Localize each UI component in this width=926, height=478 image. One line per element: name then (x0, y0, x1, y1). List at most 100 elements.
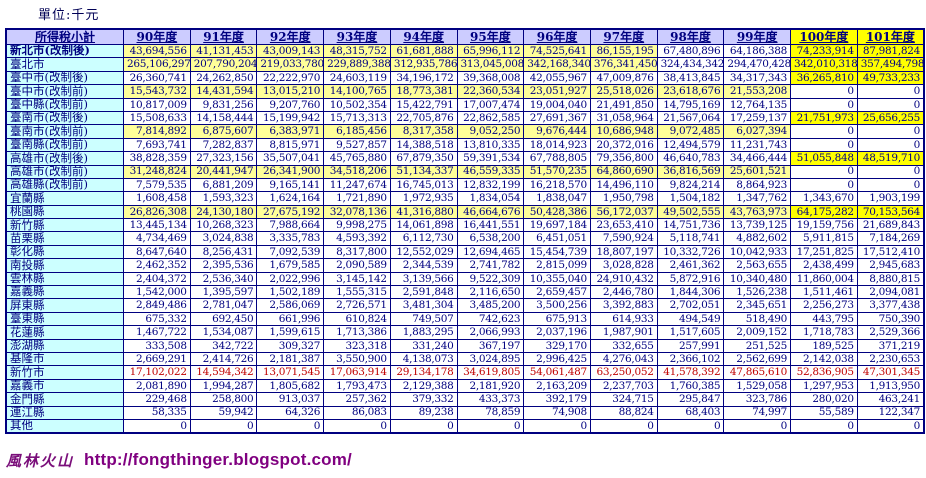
value-cell[interactable]: 2,344,539 (389, 258, 458, 273)
value-cell[interactable]: 0 (790, 124, 858, 139)
value-cell[interactable]: 0 (523, 418, 591, 434)
value-cell[interactable]: 742,623 (456, 311, 525, 327)
value-cell[interactable]: 2,090,589 (323, 258, 391, 273)
value-cell[interactable]: 1,599,615 (256, 325, 325, 340)
row-label[interactable]: 其他 (5, 418, 124, 434)
value-cell[interactable]: 10,042,933 (723, 244, 792, 260)
value-cell[interactable]: 1,972,935 (389, 191, 458, 206)
row-label[interactable]: 嘉義市 (5, 378, 124, 394)
value-cell[interactable]: 43,694,556 (123, 43, 191, 59)
value-cell[interactable]: 2,366,102 (656, 351, 725, 367)
value-cell[interactable]: 1,987,901 (589, 325, 658, 340)
value-cell[interactable]: 0 (589, 418, 658, 434)
value-cell[interactable]: 2,562,699 (723, 351, 792, 367)
value-cell[interactable]: 79,356,800 (589, 151, 658, 166)
value-cell[interactable]: 11,231,743 (723, 137, 792, 153)
value-cell[interactable]: 323,318 (323, 338, 391, 353)
value-cell[interactable]: 41,131,453 (189, 43, 258, 59)
value-cell[interactable]: 23,618,676 (656, 84, 725, 99)
value-cell[interactable]: 0 (790, 418, 858, 434)
value-cell[interactable]: 58,335 (123, 405, 191, 420)
value-cell[interactable]: 34,466,444 (723, 151, 792, 166)
value-cell[interactable]: 257,362 (323, 392, 391, 407)
value-cell[interactable]: 1,529,058 (723, 378, 792, 394)
value-cell[interactable]: 10,502,354 (323, 97, 391, 112)
value-cell[interactable]: 34,317,343 (723, 70, 792, 86)
value-cell[interactable]: 25,656,255 (856, 110, 925, 126)
value-cell[interactable]: 1,347,762 (723, 191, 792, 206)
value-cell[interactable]: 1,526,238 (723, 285, 792, 300)
value-cell[interactable]: 17,007,474 (456, 97, 525, 112)
value-cell[interactable]: 257,991 (656, 338, 725, 353)
value-cell[interactable]: 1,793,473 (323, 378, 391, 394)
value-cell[interactable]: 16,441,551 (456, 218, 525, 233)
value-cell[interactable]: 3,024,895 (456, 351, 525, 367)
value-cell[interactable]: 43,009,143 (256, 43, 325, 59)
row-label[interactable]: 彰化縣 (5, 244, 124, 260)
value-cell[interactable]: 20,441,947 (189, 164, 258, 179)
value-cell[interactable]: 4,276,043 (589, 351, 658, 367)
value-cell[interactable]: 433,373 (456, 392, 525, 407)
value-cell[interactable]: 2,446,780 (589, 285, 658, 300)
value-cell[interactable]: 367,197 (456, 338, 525, 353)
value-cell[interactable]: 443,795 (790, 311, 858, 327)
value-cell[interactable]: 2,142,038 (790, 351, 858, 367)
value-cell[interactable]: 7,282,837 (189, 137, 258, 153)
year-header[interactable]: 90年度 (123, 28, 191, 45)
value-cell[interactable]: 17,251,825 (790, 244, 858, 260)
value-cell[interactable]: 5,911,815 (790, 231, 858, 246)
value-cell[interactable]: 1,502,189 (256, 285, 325, 300)
value-cell[interactable]: 750,390 (856, 311, 925, 327)
value-cell[interactable]: 0 (189, 418, 258, 434)
value-cell[interactable]: 1,395,597 (189, 285, 258, 300)
value-cell[interactable]: 70,153,564 (856, 204, 925, 220)
value-cell[interactable]: 47,009,876 (589, 70, 658, 86)
value-cell[interactable]: 13,810,335 (456, 137, 525, 153)
value-cell[interactable]: 12,832,199 (456, 177, 525, 193)
value-cell[interactable]: 3,485,200 (456, 298, 525, 313)
row-label[interactable]: 宜蘭縣 (5, 191, 124, 206)
value-cell[interactable]: 36,816,569 (656, 164, 725, 179)
value-cell[interactable]: 8,647,640 (123, 244, 191, 260)
value-cell[interactable]: 0 (656, 418, 725, 434)
value-cell[interactable]: 24,603,119 (323, 70, 391, 86)
value-cell[interactable]: 2,726,571 (323, 298, 391, 313)
row-label[interactable]: 臺北市 (5, 57, 124, 72)
value-cell[interactable]: 7,988,664 (256, 218, 325, 233)
value-cell[interactable]: 19,004,040 (523, 97, 591, 112)
value-cell[interactable]: 12,494,579 (656, 137, 725, 153)
value-cell[interactable]: 5,872,916 (656, 271, 725, 287)
value-cell[interactable]: 7,814,892 (123, 124, 191, 139)
value-cell[interactable]: 2,781,047 (189, 298, 258, 313)
value-cell[interactable]: 7,693,741 (123, 137, 191, 153)
value-cell[interactable]: 342,010,318 (790, 57, 858, 72)
value-cell[interactable]: 0 (389, 418, 458, 434)
value-cell[interactable]: 2,230,653 (856, 351, 925, 367)
year-header[interactable]: 94年度 (389, 28, 458, 45)
value-cell[interactable]: 7,184,269 (856, 231, 925, 246)
value-cell[interactable]: 15,508,633 (123, 110, 191, 126)
value-cell[interactable]: 15,422,791 (389, 97, 458, 112)
value-cell[interactable]: 6,027,394 (723, 124, 792, 139)
value-cell[interactable]: 1,713,386 (323, 325, 391, 340)
value-cell[interactable]: 1,504,182 (656, 191, 725, 206)
value-cell[interactable]: 48,519,710 (856, 151, 925, 166)
value-cell[interactable]: 43,763,973 (723, 204, 792, 220)
value-cell[interactable]: 229,889,388 (323, 57, 391, 72)
value-cell[interactable]: 64,186,388 (723, 43, 792, 59)
value-cell[interactable]: 14,431,594 (189, 84, 258, 99)
value-cell[interactable]: 31,058,964 (589, 110, 658, 126)
value-cell[interactable]: 3,377,438 (856, 298, 925, 313)
value-cell[interactable]: 4,734,469 (123, 231, 191, 246)
value-cell[interactable]: 51,570,235 (523, 164, 591, 179)
value-cell[interactable]: 313,045,008 (456, 57, 525, 72)
value-cell[interactable]: 332,655 (589, 338, 658, 353)
value-cell[interactable]: 1,883,295 (389, 325, 458, 340)
value-cell[interactable]: 65,996,112 (456, 43, 525, 59)
value-cell[interactable]: 8,256,431 (189, 244, 258, 260)
value-cell[interactable]: 494,549 (656, 311, 725, 327)
value-cell[interactable]: 265,106,297 (123, 57, 191, 72)
row-label[interactable]: 花蓮縣 (5, 325, 124, 340)
value-cell[interactable]: 2,181,387 (256, 351, 325, 367)
row-label[interactable]: 金門縣 (5, 392, 124, 407)
